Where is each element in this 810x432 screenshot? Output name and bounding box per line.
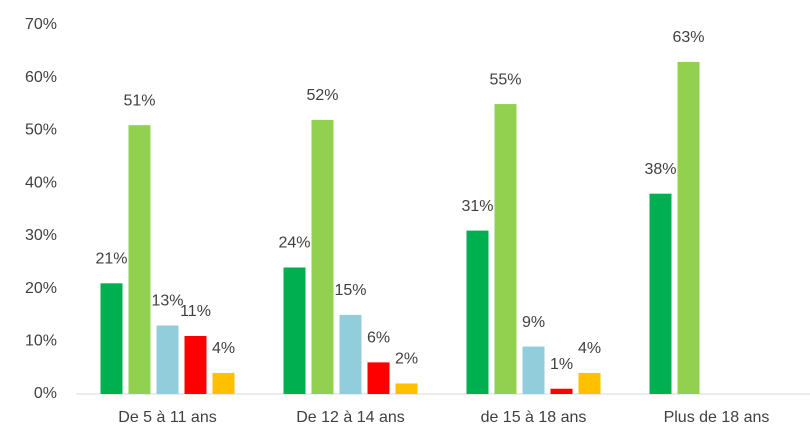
- bar: [367, 362, 390, 394]
- y-tick-label: 60%: [25, 69, 57, 86]
- data-label: 15%: [334, 282, 366, 299]
- data-label: 24%: [278, 235, 310, 252]
- data-label: 4%: [578, 340, 601, 357]
- y-tick-label: 0%: [34, 385, 57, 402]
- x-tick-label: Plus de 18 ans: [664, 409, 770, 426]
- bar: [395, 383, 418, 394]
- x-tick-label: De 12 à 14 ans: [296, 409, 405, 426]
- y-tick-label: 40%: [25, 174, 57, 191]
- data-label: 52%: [306, 87, 338, 104]
- x-tick-label: De 5 à 11 ans: [118, 409, 216, 426]
- data-label: 63%: [672, 29, 704, 46]
- data-label: 11%: [180, 303, 211, 320]
- bar: [283, 267, 306, 394]
- data-label: 55%: [489, 71, 521, 88]
- y-tick-label: 20%: [25, 280, 57, 297]
- data-label: 38%: [644, 161, 676, 178]
- bar: [311, 119, 334, 394]
- data-label: 2%: [395, 351, 418, 368]
- data-label: 4%: [212, 340, 235, 357]
- bar: [578, 372, 601, 394]
- y-tick-label: 10%: [25, 333, 57, 350]
- bar: [184, 336, 207, 394]
- data-label: 1%: [550, 356, 573, 373]
- bar: [649, 193, 672, 394]
- data-label: 13%: [151, 293, 183, 310]
- bar: [550, 388, 573, 394]
- bar: [339, 314, 362, 394]
- x-tick-label: de 15 à 18 ans: [481, 409, 587, 426]
- bar: [677, 61, 700, 395]
- data-label: 31%: [461, 198, 493, 215]
- bar: [128, 125, 151, 395]
- data-label: 21%: [95, 251, 127, 268]
- bar: [494, 104, 517, 395]
- y-tick-label: 30%: [25, 227, 57, 244]
- bar: [466, 230, 489, 394]
- y-tick-label: 70%: [25, 16, 57, 33]
- bar: [212, 372, 235, 394]
- y-tick-label: 50%: [25, 122, 57, 139]
- bar: [100, 283, 123, 394]
- data-label: 9%: [522, 314, 545, 331]
- bar: [156, 325, 179, 394]
- data-label: 51%: [123, 92, 155, 109]
- data-label: 6%: [367, 330, 390, 347]
- bar: [522, 346, 545, 394]
